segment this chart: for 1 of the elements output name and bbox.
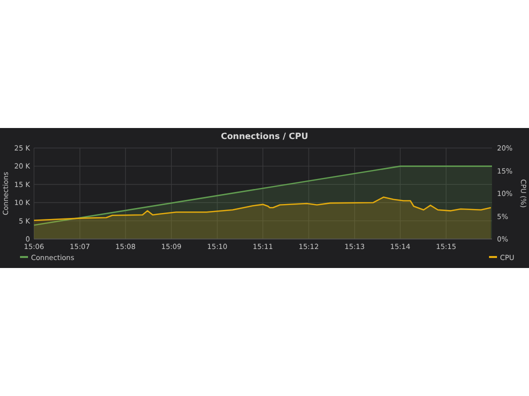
chart-title: Connections / CPU xyxy=(220,132,308,142)
